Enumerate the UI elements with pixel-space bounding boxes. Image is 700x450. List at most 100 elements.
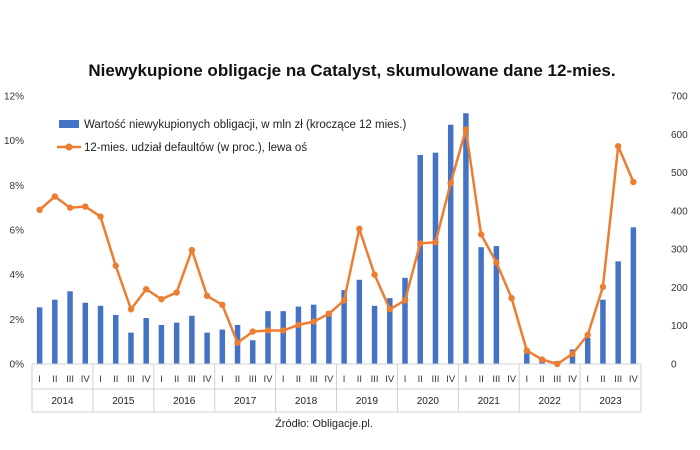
line-point [142,285,150,293]
right-tick-label: 700 [671,92,688,103]
quarter-label: II [235,374,240,385]
chart-title: Niewykupione obligacje na Catalyst, skum… [88,61,615,80]
bar [310,304,317,364]
quarter-label: III [66,374,74,385]
x-axis: I II III IV I II III IV I II III IV I II III IV I II III IV… [31,364,642,413]
left-tick-label: 8% [10,181,25,192]
line-point [51,193,59,200]
quarter-label: III [553,374,561,385]
quarter-label: II [174,374,179,385]
bar [97,305,104,364]
quarter-label: III [371,374,379,385]
bar [128,332,134,364]
right-tick-label: 500 [671,168,688,179]
line-point [569,350,576,358]
left-tick-label: 6% [10,226,25,237]
line-point [386,306,393,313]
year-label: 2015 [112,396,135,407]
quarter-label: II [296,374,301,385]
quarter-label: II [52,374,57,385]
line-point [295,321,302,329]
line-point [249,328,256,335]
line-point [432,239,439,246]
line-point [614,143,622,150]
left-tick-label: 10% [4,136,24,147]
year-label: 2014 [51,396,74,407]
line-point [127,306,135,313]
bar [204,332,210,364]
right-axis-ticks: 0 100 200 300 400 500 600 700 [671,92,688,371]
quarter-label: I [160,374,163,385]
line-point [630,178,637,186]
quarter-label: I [221,374,224,385]
line-point [493,259,500,266]
quarter-label: III [432,374,440,385]
bar [219,329,226,364]
bar [402,277,408,364]
left-tick-label: 0% [10,360,25,371]
quarter-label: I [343,374,346,385]
line-point [188,246,196,254]
quarter-label: IV [385,374,395,385]
bar [615,261,621,364]
quarter-label: IV [263,374,273,385]
bar [158,324,165,364]
quarter-label: IV [629,374,639,385]
quarter-label: I [586,374,589,385]
quarter-label: I [465,374,468,385]
line-point [340,297,348,304]
line-point [401,297,409,304]
quarter-label: I [38,374,41,385]
quarter-label: I [282,374,285,385]
quarter-label: IV [81,374,91,385]
quarter-label: IV [507,374,517,385]
bar [36,307,43,364]
quarter-label: IV [324,374,334,385]
bar [417,154,423,364]
line-point [219,301,226,309]
line-point [234,339,241,346]
bar [250,340,256,364]
line-point [356,225,363,233]
year-label: 2020 [417,396,440,407]
bar [82,302,89,364]
bar [630,227,637,364]
line-point [523,347,531,354]
quarter-label: III [127,374,135,385]
bar [112,314,119,364]
line-point [508,294,515,302]
line-point [538,356,546,363]
line-point [417,240,424,247]
line-point [554,360,561,368]
line-point [280,327,287,334]
quarter-label: IV [568,374,578,385]
quarter-label: III [492,374,500,385]
line-point [158,296,165,303]
line-point [82,203,89,210]
left-tick-label: 12% [4,92,24,103]
line-point [325,310,333,317]
line-point [477,231,485,238]
line-point [310,318,317,325]
bar [432,152,439,364]
bar [265,311,271,364]
quarter-label: II [357,374,362,385]
bar [387,298,393,364]
line-point [447,179,454,187]
year-label: 2021 [478,396,501,407]
bar [524,353,530,364]
bar [493,246,500,364]
line-point [97,213,104,220]
bar [478,247,484,364]
right-tick-label: 300 [671,245,688,256]
year-label: 2018 [295,396,318,407]
right-tick-label: 0 [671,360,677,371]
legend-bar-swatch [59,120,79,128]
right-tick-label: 100 [671,321,688,332]
quarter-label: II [478,374,483,385]
right-tick-label: 200 [671,283,688,294]
left-tick-label: 2% [10,315,25,326]
legend-line-label: 12-mies. udział defaultów (w proc.), lew… [84,142,307,154]
quarter-label: I [525,374,528,385]
